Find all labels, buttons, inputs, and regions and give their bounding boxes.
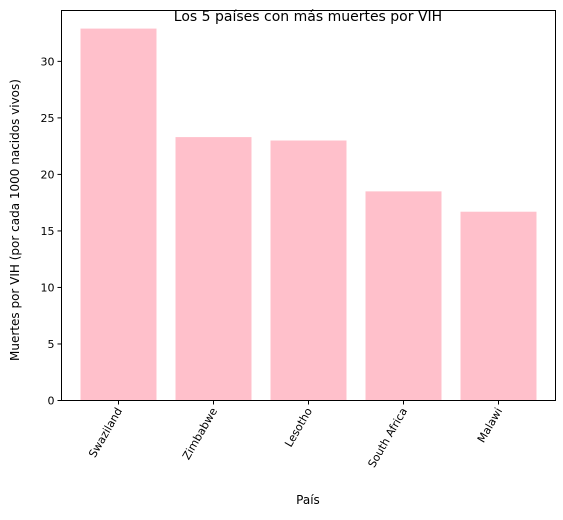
y-axis-ticks: 0 5 10 15 20 25 30 xyxy=(41,55,62,408)
x-tick-label: Zimbabwe xyxy=(180,405,220,462)
x-axis-label: País xyxy=(296,493,320,507)
y-tick-label: 20 xyxy=(41,168,55,181)
x-tick-label: South Africa xyxy=(365,406,410,470)
y-tick-label: 30 xyxy=(41,55,55,68)
plot-frame xyxy=(61,10,556,401)
bar-south-africa xyxy=(365,191,442,401)
y-tick-label: 15 xyxy=(41,225,55,238)
x-tick-label: Malawi xyxy=(475,406,505,445)
y-tick-label: 25 xyxy=(41,112,55,125)
y-tick-label: 5 xyxy=(48,338,55,351)
bar-zimbabwe xyxy=(175,137,252,401)
x-tick-label: Swaziland xyxy=(86,406,125,460)
bars-group xyxy=(80,28,537,401)
bar-lesotho xyxy=(270,140,347,401)
y-tick-label: 0 xyxy=(48,395,55,408)
chart-title: Los 5 países con más muertes por VIH xyxy=(174,9,442,25)
x-tick-label: Lesotho xyxy=(282,405,315,449)
bar-swaziland xyxy=(80,28,157,401)
y-tick-label: 10 xyxy=(41,281,55,294)
y-axis-label: Muertes por VIH (por cada 1000 nacidos v… xyxy=(8,79,22,361)
bar-malawi xyxy=(460,211,537,401)
x-axis-ticks: Swaziland Zimbabwe Lesotho South Africa Mala… xyxy=(86,400,505,470)
